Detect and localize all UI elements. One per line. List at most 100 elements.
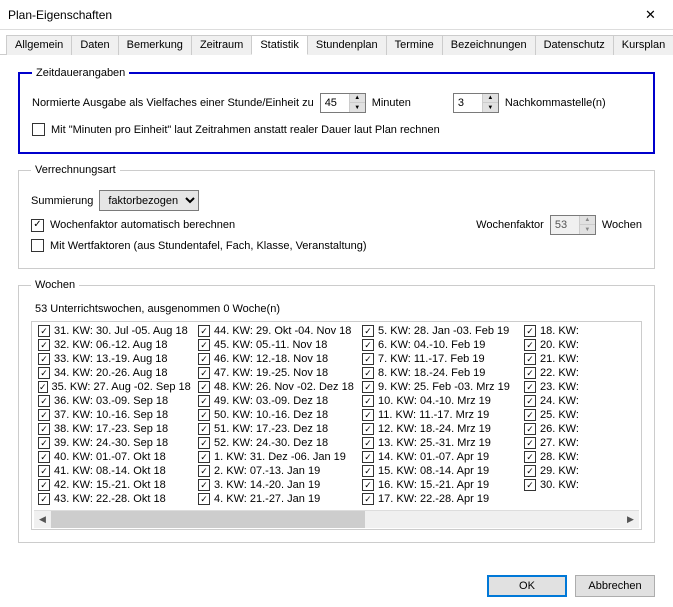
tab-zeitraum[interactable]: Zeitraum — [191, 35, 252, 55]
week-label: 39. KW: 24.-30. Sep 18 — [54, 437, 168, 449]
week-item[interactable]: ✓12. KW: 18.-24. Mrz 19 — [362, 422, 516, 436]
week-item[interactable]: ✓42. KW: 15.-21. Okt 18 — [38, 478, 190, 492]
week-item[interactable]: ✓3. KW: 14.-20. Jan 19 — [198, 478, 354, 492]
checkbox-box: ✓ — [38, 339, 50, 351]
checkbox-minuten-pro-einheit[interactable]: Mit "Minuten pro Einheit" laut Zeitrahme… — [32, 123, 440, 136]
checkbox-box: ✓ — [524, 353, 536, 365]
scroll-left[interactable]: ◀ — [34, 511, 51, 528]
week-label: 33. KW: 13.-19. Aug 18 — [54, 353, 168, 365]
decimals-spinner[interactable]: ▲ ▼ — [453, 93, 499, 113]
week-label: 22. KW: — [540, 367, 579, 379]
week-item[interactable]: ✓31. KW: 30. Jul -05. Aug 18 — [38, 324, 190, 338]
week-item[interactable]: ✓10. KW: 04.-10. Mrz 19 — [362, 394, 516, 408]
checkbox-box: ✓ — [38, 409, 50, 421]
week-item[interactable]: ✓45. KW: 05.-11. Nov 18 — [198, 338, 354, 352]
tab-allgemein[interactable]: Allgemein — [6, 35, 72, 55]
group-zeitdauer: Zeitdauerangaben Normierte Ausgabe als V… — [18, 67, 655, 154]
week-item[interactable]: ✓26. KW: — [524, 422, 586, 436]
week-item[interactable]: ✓43. KW: 22.-28. Okt 18 — [38, 492, 190, 506]
decimals-down[interactable]: ▼ — [483, 103, 498, 112]
minutes-input[interactable] — [321, 94, 349, 112]
tab-stundenplan[interactable]: Stundenplan — [307, 35, 387, 55]
week-item[interactable]: ✓36. KW: 03.-09. Sep 18 — [38, 394, 190, 408]
week-item[interactable]: ✓41. KW: 08.-14. Okt 18 — [38, 464, 190, 478]
week-item[interactable]: ✓51. KW: 17.-23. Dez 18 — [198, 422, 354, 436]
week-item[interactable]: ✓1. KW: 31. Dez -06. Jan 19 — [198, 450, 354, 464]
week-item[interactable]: ✓2. KW: 07.-13. Jan 19 — [198, 464, 354, 478]
week-item[interactable]: ✓48. KW: 26. Nov -02. Dez 18 — [198, 380, 354, 394]
week-item[interactable]: ✓35. KW: 27. Aug -02. Sep 18 — [38, 380, 190, 394]
tab-statistik[interactable]: Statistik — [251, 35, 308, 55]
checkbox-box: ✓ — [38, 493, 50, 505]
week-item[interactable]: ✓22. KW: — [524, 366, 586, 380]
week-item[interactable]: ✓52. KW: 24.-30. Dez 18 — [198, 436, 354, 450]
week-label: 40. KW: 01.-07. Okt 18 — [54, 451, 166, 463]
week-item[interactable]: ✓37. KW: 10.-16. Sep 18 — [38, 408, 190, 422]
minutes-spinner[interactable]: ▲ ▼ — [320, 93, 366, 113]
checkbox-wertfaktoren[interactable]: Mit Wertfaktoren (aus Stundentafel, Fach… — [31, 239, 367, 252]
week-item[interactable]: ✓8. KW: 18.-24. Feb 19 — [362, 366, 516, 380]
week-item[interactable]: ✓21. KW: — [524, 352, 586, 366]
tab-termine[interactable]: Termine — [386, 35, 443, 55]
week-item[interactable]: ✓24. KW: — [524, 394, 586, 408]
week-item[interactable]: ✓25. KW: — [524, 408, 586, 422]
week-item[interactable]: ✓47. KW: 19.-25. Nov 18 — [198, 366, 354, 380]
week-item[interactable]: ✓20. KW: — [524, 338, 586, 352]
week-item[interactable]: ✓28. KW: — [524, 450, 586, 464]
ok-button[interactable]: OK — [487, 575, 567, 597]
minutes-up[interactable]: ▲ — [350, 94, 365, 103]
scroll-track[interactable] — [51, 511, 622, 528]
week-item[interactable]: ✓29. KW: — [524, 464, 586, 478]
week-item[interactable]: ✓13. KW: 25.-31. Mrz 19 — [362, 436, 516, 450]
tab-daten[interactable]: Daten — [71, 35, 118, 55]
week-item[interactable]: ✓6. KW: 04.-10. Feb 19 — [362, 338, 516, 352]
week-item[interactable]: ✓39. KW: 24.-30. Sep 18 — [38, 436, 190, 450]
week-label: 2. KW: 07.-13. Jan 19 — [214, 465, 320, 477]
tab-kursplan[interactable]: Kursplan — [613, 35, 673, 55]
week-item[interactable]: ✓15. KW: 08.-14. Apr 19 — [362, 464, 516, 478]
week-item[interactable]: ✓11. KW: 11.-17. Mrz 19 — [362, 408, 516, 422]
checkbox-box: ✓ — [31, 219, 44, 232]
scroll-thumb[interactable] — [51, 511, 365, 528]
week-item[interactable]: ✓38. KW: 17.-23. Sep 18 — [38, 422, 190, 436]
week-item[interactable]: ✓17. KW: 22.-28. Apr 19 — [362, 492, 516, 506]
week-item[interactable]: ✓7. KW: 11.-17. Feb 19 — [362, 352, 516, 366]
week-item[interactable]: ✓34. KW: 20.-26. Aug 18 — [38, 366, 190, 380]
wochenfaktor-down: ▼ — [580, 225, 595, 234]
week-item[interactable]: ✓32. KW: 06.-12. Aug 18 — [38, 338, 190, 352]
weeks-listbox[interactable]: ✓31. KW: 30. Jul -05. Aug 18✓32. KW: 06.… — [31, 321, 642, 530]
tab-bemerkung[interactable]: Bemerkung — [118, 35, 192, 55]
decimals-up[interactable]: ▲ — [483, 94, 498, 103]
tab-bezeichnungen[interactable]: Bezeichnungen — [442, 35, 536, 55]
minutes-down[interactable]: ▼ — [350, 103, 365, 112]
checkbox-wochenfaktor-auto[interactable]: ✓ Wochenfaktor automatisch berechnen — [31, 219, 235, 232]
week-label: 36. KW: 03.-09. Sep 18 — [54, 395, 168, 407]
week-item[interactable]: ✓14. KW: 01.-07. Apr 19 — [362, 450, 516, 464]
week-item[interactable]: ✓49. KW: 03.-09. Dez 18 — [198, 394, 354, 408]
week-item[interactable]: ✓27. KW: — [524, 436, 586, 450]
week-item[interactable]: ✓44. KW: 29. Okt -04. Nov 18 — [198, 324, 354, 338]
tab-datenschutz[interactable]: Datenschutz — [535, 35, 614, 55]
checkbox-box: ✓ — [198, 479, 210, 491]
weeks-hscrollbar[interactable]: ◀ ▶ — [34, 510, 639, 527]
week-item[interactable]: ✓30. KW: — [524, 478, 586, 492]
week-item[interactable]: ✓18. KW: — [524, 324, 586, 338]
week-item[interactable]: ✓ 16. KW: 15.-21. Apr 19 — [362, 478, 516, 492]
close-button[interactable]: ✕ — [628, 0, 673, 30]
week-item[interactable]: ✓23. KW: — [524, 380, 586, 394]
week-item[interactable]: ✓50. KW: 10.-16. Dez 18 — [198, 408, 354, 422]
cancel-button[interactable]: Abbrechen — [575, 575, 655, 597]
decimals-input[interactable] — [454, 94, 482, 112]
week-item[interactable]: ✓40. KW: 01.-07. Okt 18 — [38, 450, 190, 464]
week-item[interactable]: ✓5. KW: 28. Jan -03. Feb 19 — [362, 324, 516, 338]
week-item[interactable]: ✓33. KW: 13.-19. Aug 18 — [38, 352, 190, 366]
checkbox-box: ✓ — [524, 381, 536, 393]
week-item[interactable]: ✓46. KW: 12.-18. Nov 18 — [198, 352, 354, 366]
checkbox-box: ✓ — [362, 479, 374, 491]
week-item[interactable]: ✓9. KW: 25. Feb -03. Mrz 19 — [362, 380, 516, 394]
week-label: 42. KW: 15.-21. Okt 18 — [54, 479, 166, 491]
week-item[interactable]: ✓4. KW: 21.-27. Jan 19 — [198, 492, 354, 506]
summierung-select[interactable]: faktorbezogen — [99, 190, 199, 211]
scroll-right[interactable]: ▶ — [622, 511, 639, 528]
week-label: 16. KW: 15.-21. Apr 19 — [378, 479, 489, 491]
